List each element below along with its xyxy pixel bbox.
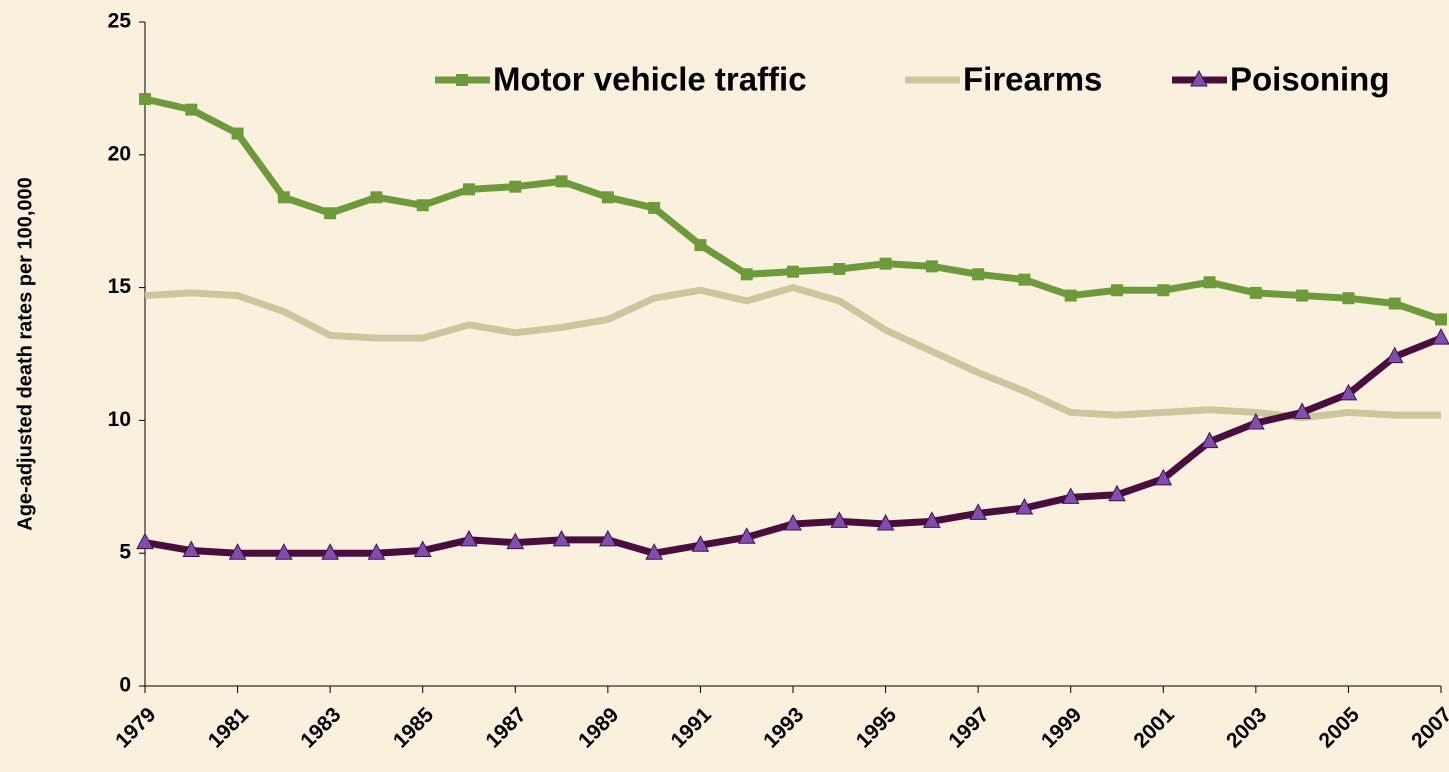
data-point bbox=[1432, 328, 1449, 345]
data-point bbox=[1108, 484, 1126, 502]
data-point bbox=[1203, 276, 1216, 289]
legend-marker bbox=[1190, 69, 1208, 87]
data-point bbox=[1200, 431, 1219, 449]
data-point bbox=[599, 529, 617, 547]
data-point bbox=[182, 540, 201, 558]
data-point bbox=[923, 511, 941, 528]
x-tick-label: 1981 bbox=[204, 703, 254, 753]
data-point bbox=[1018, 273, 1031, 286]
legend-label: Poisoning bbox=[1230, 61, 1390, 98]
y-tick-label: 25 bbox=[108, 10, 132, 33]
data-point bbox=[416, 199, 429, 212]
x-tick-label: 1987 bbox=[481, 703, 530, 752]
data-point bbox=[228, 543, 247, 560]
y-tick-label: 0 bbox=[119, 674, 131, 697]
data-point bbox=[833, 263, 846, 276]
data-point bbox=[1339, 383, 1358, 401]
data-point bbox=[1293, 402, 1311, 419]
data-point bbox=[645, 543, 663, 560]
data-point bbox=[648, 201, 661, 214]
y-tick-label: 20 bbox=[108, 142, 131, 165]
x-tick-label: 1989 bbox=[574, 703, 623, 752]
y-tick-label: 10 bbox=[108, 408, 131, 431]
series-line bbox=[144, 284, 1441, 422]
data-point bbox=[555, 175, 568, 188]
data-point bbox=[972, 268, 985, 281]
data-point bbox=[277, 191, 290, 204]
data-point bbox=[136, 532, 154, 550]
x-tick-label: 1979 bbox=[111, 703, 160, 752]
y-tick-label: 15 bbox=[108, 275, 132, 298]
x-tick-label: 2001 bbox=[1129, 703, 1179, 753]
data-point bbox=[1111, 284, 1123, 297]
x-tick-label: 2003 bbox=[1222, 703, 1271, 752]
data-point bbox=[1385, 346, 1404, 364]
data-point bbox=[275, 543, 293, 560]
data-point bbox=[1247, 412, 1265, 430]
x-tick-label: 2007 bbox=[1407, 703, 1449, 752]
data-point bbox=[1157, 284, 1170, 297]
data-point bbox=[1435, 313, 1447, 326]
x-tick-label: 1983 bbox=[296, 703, 345, 752]
data-point bbox=[185, 103, 198, 116]
data-point bbox=[740, 268, 753, 281]
data-point bbox=[321, 543, 339, 560]
y-tick-label: 5 bbox=[119, 541, 131, 564]
data-point bbox=[231, 127, 244, 140]
data-point bbox=[552, 529, 571, 547]
data-point bbox=[1296, 289, 1309, 302]
data-point bbox=[830, 511, 849, 528]
data-point bbox=[460, 529, 478, 547]
x-tick-label: 1991 bbox=[667, 703, 717, 753]
data-point bbox=[694, 239, 707, 252]
data-point bbox=[601, 191, 614, 204]
data-point bbox=[876, 513, 895, 531]
data-point bbox=[784, 513, 802, 531]
data-point bbox=[509, 180, 522, 193]
data-point bbox=[737, 527, 756, 544]
y-axis-title: Age-adjusted death rates per 100,000 bbox=[14, 177, 36, 530]
data-point bbox=[925, 260, 938, 273]
data-point bbox=[1064, 289, 1077, 302]
x-tick-label: 2005 bbox=[1315, 703, 1365, 753]
data-point bbox=[691, 535, 710, 552]
data-point bbox=[413, 540, 432, 558]
data-point bbox=[787, 265, 799, 278]
data-point bbox=[879, 257, 892, 270]
x-tick-label: 1999 bbox=[1037, 703, 1086, 752]
legend-label: Firearms bbox=[963, 61, 1102, 98]
x-tick-label: 1993 bbox=[759, 703, 808, 752]
data-point bbox=[1154, 468, 1173, 486]
data-point bbox=[506, 532, 525, 550]
data-point bbox=[367, 543, 386, 560]
data-point bbox=[969, 503, 987, 520]
data-point bbox=[1015, 497, 1034, 515]
data-point bbox=[370, 191, 383, 204]
legend-marker bbox=[456, 74, 468, 86]
data-point bbox=[324, 207, 337, 220]
x-tick-label: 1997 bbox=[944, 703, 993, 752]
data-point bbox=[463, 183, 475, 196]
x-tick-label: 1985 bbox=[389, 703, 439, 753]
x-tick-label: 1995 bbox=[852, 703, 902, 753]
legend-label: Motor vehicle traffic bbox=[493, 61, 807, 98]
data-point bbox=[139, 93, 151, 106]
data-point bbox=[1249, 286, 1262, 299]
data-point bbox=[1388, 297, 1401, 310]
data-point bbox=[1061, 487, 1080, 504]
data-point bbox=[1342, 292, 1355, 305]
